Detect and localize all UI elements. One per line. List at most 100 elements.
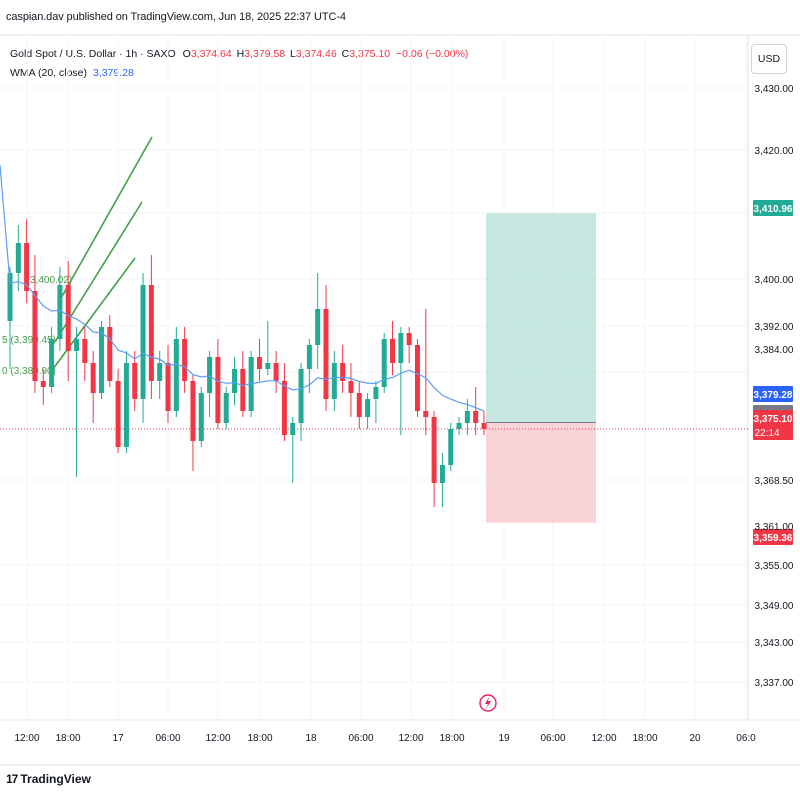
target-zone bbox=[486, 213, 596, 423]
price-tick-label: 3,384.00 bbox=[755, 345, 794, 356]
candle-body bbox=[439, 465, 445, 483]
price-tick-label: 3,337.00 bbox=[755, 678, 794, 689]
close-label: C bbox=[341, 48, 350, 60]
price-tick-label: 3,392.00 bbox=[755, 322, 794, 333]
price-label-text: 3,379.28 bbox=[754, 390, 793, 401]
open-label: O bbox=[182, 48, 191, 60]
price-tick-label: 3,430.00 bbox=[755, 84, 794, 95]
candle-body bbox=[32, 291, 38, 381]
tradingview-logo[interactable]: 17 TradingView bbox=[6, 772, 91, 786]
price-tick-label: 3,355.00 bbox=[755, 561, 794, 572]
time-tick-label: 06:00 bbox=[348, 733, 373, 744]
time-tick-label: 12:00 bbox=[591, 733, 616, 744]
candle-body bbox=[481, 423, 487, 429]
candle-body bbox=[240, 369, 246, 411]
candle-body bbox=[414, 345, 420, 411]
candle-body bbox=[65, 285, 71, 351]
symbol-header: Gold Spot / U.S. Dollar · 1h · SAXO O3,3… bbox=[10, 48, 468, 60]
candle-body bbox=[165, 363, 171, 411]
price-tick-label: 3,343.00 bbox=[755, 638, 794, 649]
candle-body bbox=[381, 339, 387, 387]
candle-body bbox=[157, 363, 163, 381]
candle-body bbox=[406, 333, 412, 345]
candle-body bbox=[290, 423, 296, 435]
time-tick-label: 12:00 bbox=[398, 733, 423, 744]
symbol-name[interactable]: Gold Spot / U.S. Dollar · 1h · SAXO bbox=[10, 48, 176, 60]
candle-body bbox=[348, 381, 354, 393]
channel-line-upper bbox=[59, 136, 153, 301]
candle-body bbox=[423, 411, 429, 417]
time-tick-label: 18:00 bbox=[632, 733, 657, 744]
channel-label: 3,400.02) bbox=[30, 275, 72, 286]
price-tick-label: 3,368.50 bbox=[755, 476, 794, 487]
candle-body bbox=[98, 327, 104, 393]
time-tick-label: 12:00 bbox=[14, 733, 39, 744]
time-tick-label: 18:00 bbox=[439, 733, 464, 744]
open-value: 3,374.64 bbox=[190, 48, 232, 60]
low-value: 3,374.46 bbox=[295, 48, 337, 60]
low-label: L bbox=[290, 48, 296, 60]
time-tick-label: 06:00 bbox=[155, 733, 180, 744]
price-label-box bbox=[753, 410, 793, 440]
price-tick-label: 3,400.00 bbox=[755, 275, 794, 286]
time-tick-label: 06:00 bbox=[540, 733, 565, 744]
channel-line-lower bbox=[49, 257, 136, 374]
candle-body bbox=[464, 411, 470, 423]
candle-body bbox=[140, 285, 146, 399]
price-label-text: 3,410.96 bbox=[754, 204, 793, 215]
time-tick-label: 18:00 bbox=[247, 733, 272, 744]
time-tick-label: 17 bbox=[112, 733, 124, 744]
candle-body bbox=[281, 381, 287, 435]
time-tick-label: 18:00 bbox=[55, 733, 80, 744]
price-label-countdown: 22:14 bbox=[754, 428, 779, 439]
candle-body bbox=[40, 381, 46, 387]
candle-body bbox=[331, 363, 337, 399]
candle-body bbox=[448, 429, 454, 465]
candle-body bbox=[82, 339, 88, 363]
candle-body bbox=[223, 393, 229, 423]
candle-body bbox=[431, 417, 437, 483]
time-tick-label: 18 bbox=[305, 733, 317, 744]
candle-body bbox=[473, 411, 479, 423]
candle-body bbox=[15, 243, 21, 273]
candle-body bbox=[115, 381, 121, 447]
candle-body bbox=[232, 369, 238, 393]
candle-body bbox=[24, 243, 30, 291]
candle-body bbox=[107, 327, 113, 381]
candle-body bbox=[198, 393, 204, 441]
time-tick-label: 12:00 bbox=[205, 733, 230, 744]
lightning-icon bbox=[479, 694, 497, 712]
candle-body bbox=[398, 333, 404, 363]
price-tick-label-partial: 3,361.00 bbox=[755, 522, 794, 533]
lightning-icon-bolt bbox=[485, 697, 491, 709]
candle-body bbox=[7, 273, 13, 321]
channel-label: 5 (3,390.45) bbox=[2, 335, 56, 346]
candle-body bbox=[365, 399, 371, 417]
candle-body bbox=[215, 357, 221, 423]
candle-body bbox=[340, 363, 346, 381]
price-label-text: 3,375.10 bbox=[754, 414, 793, 425]
tradingview-logo-mark: 17 bbox=[6, 772, 18, 786]
candle-body bbox=[273, 363, 279, 381]
candle-body bbox=[49, 339, 55, 387]
candle-body bbox=[256, 357, 262, 369]
channel-label: 0 (3,380.90) bbox=[2, 366, 56, 377]
candle-body bbox=[323, 309, 329, 399]
price-tick-label: 3,349.00 bbox=[755, 601, 794, 612]
time-tick-label: 20 bbox=[689, 733, 701, 744]
candle-body bbox=[356, 393, 362, 417]
candle-body bbox=[373, 387, 379, 399]
candle-body bbox=[190, 381, 196, 441]
close-value: 3,375.10 bbox=[349, 48, 391, 60]
currency-button[interactable]: USD bbox=[751, 44, 787, 74]
candle-body bbox=[132, 363, 138, 399]
price-tick-label: 3,420.00 bbox=[755, 146, 794, 157]
indicator-value: 3,379.28 bbox=[92, 67, 134, 79]
candle-body bbox=[306, 345, 312, 369]
candle-body bbox=[265, 363, 271, 369]
candle-body bbox=[173, 339, 179, 411]
candle-body bbox=[298, 369, 304, 423]
candle-body bbox=[456, 423, 462, 429]
brand-name: TradingView bbox=[20, 772, 91, 786]
